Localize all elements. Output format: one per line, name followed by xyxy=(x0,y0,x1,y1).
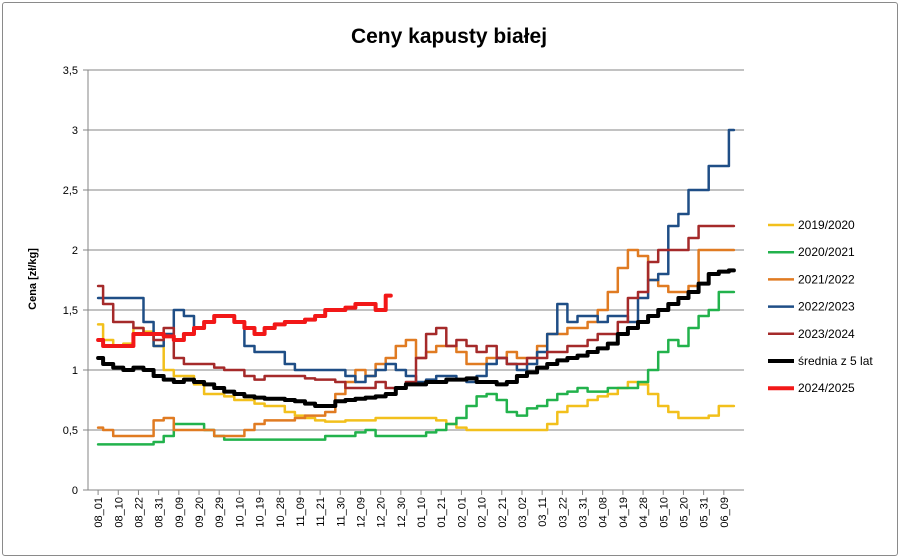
x-tick-label: 10_19 xyxy=(255,497,267,528)
y-tick-label: 1,5 xyxy=(63,305,78,317)
series-line xyxy=(96,224,736,390)
y-tick-label: 2,5 xyxy=(63,185,78,197)
x-tick-label: 03_31 xyxy=(578,497,590,528)
x-tick-label: 03_11 xyxy=(537,497,549,527)
series-line xyxy=(96,268,736,408)
gridlines xyxy=(88,69,744,431)
y-tick-label: 2 xyxy=(72,245,78,257)
x-tick-label: 02_10 xyxy=(477,497,489,528)
y-tick-label: 3,5 xyxy=(63,65,78,77)
x-tick-label: 01_10 xyxy=(416,497,428,528)
y-tick-label: 3 xyxy=(72,125,78,137)
legend-label: 2022/2023 xyxy=(798,300,855,314)
x-tick-label: 03_02 xyxy=(517,497,529,528)
x-tick-label: 02_21 xyxy=(497,497,509,528)
legend-label: 2023/2024 xyxy=(798,327,855,341)
x-tick-label: 05_31 xyxy=(699,497,711,528)
series-line xyxy=(96,248,736,438)
y-tick-label: 0 xyxy=(72,485,78,497)
legend: 2019/2020 2020/2021 2021/2022 2022/2023 2023… xyxy=(768,218,873,395)
chart-title: Ceny kapusty białej xyxy=(351,25,547,48)
x-tick-label: 04_08 xyxy=(598,497,610,528)
y-tick-label: 0,5 xyxy=(63,425,78,437)
x-tick-label: 08_01 xyxy=(93,497,105,528)
x-tick-label: 12_20 xyxy=(376,497,388,528)
x-tick-label: 03_22 xyxy=(557,497,569,528)
x-tick-label: 11_21 xyxy=(315,497,327,527)
x-tick-label: 09_29 xyxy=(214,497,226,528)
x-tick-label: 10_10 xyxy=(234,497,246,528)
x-tick-label: 02_01 xyxy=(456,497,468,528)
y-tick-label: 1 xyxy=(72,365,78,377)
x-tick-label: 08_22 xyxy=(133,497,145,528)
x-tick-label: 08_31 xyxy=(154,497,166,528)
x-tick-label: 04_19 xyxy=(618,497,630,528)
axes: 0 0,5 1 1,5 2 2,5 3 3,5 08_01 08_10 08_22 08_31 09_0… xyxy=(63,65,744,528)
x-tick-label: 09_20 xyxy=(194,497,206,528)
x-tick-label: 04_28 xyxy=(638,497,650,528)
legend-label: 2024/2025 xyxy=(798,381,855,395)
legend-label: 2021/2022 xyxy=(798,272,855,286)
x-tick-label: 11_30 xyxy=(335,497,347,527)
x-tick-label: 12_09 xyxy=(355,497,367,528)
line-chart: Ceny kapusty białej Cena [zł/kg] 0 0,5 1 1,… xyxy=(27,25,873,528)
x-tick-label: 10_28 xyxy=(275,497,287,528)
x-tick-label: 05_20 xyxy=(678,497,690,528)
series-line xyxy=(96,293,393,348)
legend-label: 2019/2020 xyxy=(798,218,855,232)
x-tick-label: 08_10 xyxy=(113,497,125,528)
x-tick-label: 05_10 xyxy=(658,497,670,528)
legend-label: 2020/2021 xyxy=(798,245,855,259)
x-tick-label: 09_09 xyxy=(174,497,186,528)
x-tick-label: 12_30 xyxy=(396,497,408,528)
legend-label: średnia z 5 lat xyxy=(798,354,873,368)
series-lines xyxy=(96,128,736,446)
x-tick-label: 01_21 xyxy=(436,497,448,528)
y-axis-label: Cena [zł/kg] xyxy=(27,248,39,310)
x-tick-label: 06_09 xyxy=(719,497,731,528)
x-tick-label: 11_09 xyxy=(295,497,307,527)
